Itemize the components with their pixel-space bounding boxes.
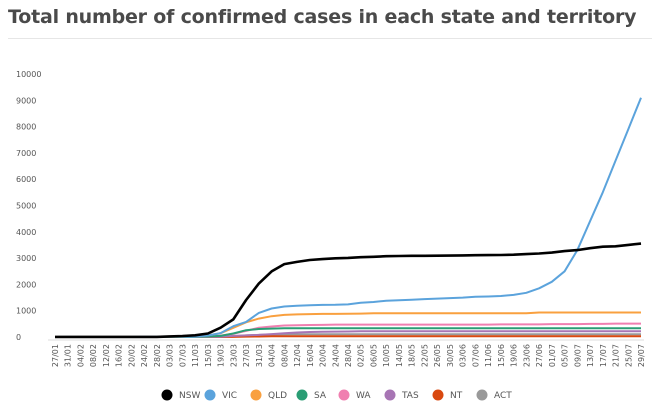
x-tick-label: 28/04	[344, 344, 353, 367]
x-tick-label: 02/05	[357, 344, 366, 367]
x-tick-label: 10/05	[382, 344, 391, 367]
x-tick-label: 01/07	[548, 344, 557, 367]
x-tick-label: 26/05	[433, 344, 442, 367]
legend-label-nt[interactable]: NT	[450, 391, 463, 401]
legend-label-tas[interactable]: TAS	[401, 391, 419, 401]
x-tick-label: 31/03	[255, 344, 264, 367]
x-tick-label: 14/05	[395, 344, 404, 367]
x-tick-label: 03/06	[459, 344, 468, 367]
x-tick-label: 16/02	[115, 344, 124, 367]
x-tick-label: 04/04	[268, 344, 277, 367]
legend-label-sa[interactable]: SA	[314, 391, 327, 401]
legend-marker-sa[interactable]	[296, 389, 308, 401]
legend-label-wa[interactable]: WA	[356, 391, 371, 401]
x-tick-label: 28/02	[153, 344, 162, 367]
x-tick-label: 11/06	[484, 344, 493, 367]
chart-title: Total number of confirmed cases in each …	[8, 6, 637, 28]
y-tick-label: 2000	[16, 280, 36, 289]
y-tick-label: 10000	[16, 70, 41, 79]
x-tick-label: 11/03	[191, 344, 200, 367]
y-tick-label: 5000	[16, 202, 36, 211]
x-tick-label: 19/03	[217, 344, 226, 367]
legend-label-nsw[interactable]: NSW	[179, 391, 200, 401]
x-tick-label: 08/04	[280, 344, 289, 367]
x-tick-label: 18/05	[408, 344, 417, 367]
x-tick-label: 07/03	[178, 344, 187, 367]
x-tick-label: 12/04	[293, 344, 302, 367]
y-tick-label: 7000	[16, 149, 36, 158]
x-tick-label: 04/02	[77, 344, 86, 367]
x-tick-label: 25/07	[624, 344, 633, 367]
x-tick-label: 06/05	[370, 344, 379, 367]
x-tick-label: 12/02	[102, 344, 111, 367]
x-tick-label: 20/02	[127, 344, 136, 367]
x-tick-label: 13/07	[586, 344, 595, 367]
x-tick-label: 30/05	[446, 344, 455, 367]
legend-label-act[interactable]: ACT	[494, 391, 512, 401]
y-tick-label: 0	[16, 333, 21, 342]
title-divider	[8, 38, 652, 39]
x-tick-label: 17/07	[599, 344, 608, 367]
y-tick-label: 3000	[16, 254, 36, 263]
legend-marker-tas[interactable]	[384, 389, 396, 401]
x-tick-label: 27/06	[535, 344, 544, 367]
x-tick-label: 24/02	[140, 344, 149, 367]
legend-label-vic[interactable]: VIC	[222, 391, 237, 401]
x-tick-label: 23/06	[522, 344, 531, 367]
x-tick-label: 27/03	[242, 344, 251, 367]
x-tick-label: 03/03	[166, 344, 175, 367]
legend-marker-qld[interactable]	[250, 389, 262, 401]
legend-marker-nt[interactable]	[432, 389, 444, 401]
x-tick-label: 29/07	[637, 344, 646, 367]
x-tick-label: 05/07	[561, 344, 570, 367]
y-tick-label: 9000	[16, 96, 36, 105]
x-tick-label: 22/05	[420, 344, 429, 367]
legend-marker-vic[interactable]	[204, 389, 216, 401]
x-tick-label: 21/07	[612, 344, 621, 367]
x-tick-label: 15/06	[497, 344, 506, 367]
x-tick-label: 08/02	[89, 344, 98, 367]
x-tick-label: 24/04	[331, 344, 340, 367]
series-line-nsw	[55, 242, 642, 339]
x-tick-label: 19/06	[510, 344, 519, 367]
x-tick-label: 09/07	[573, 344, 582, 367]
y-tick-label: 6000	[16, 175, 36, 184]
y-tick-label: 8000	[16, 123, 36, 132]
x-tick-label: 15/03	[204, 344, 213, 367]
legend-marker-act[interactable]	[476, 389, 488, 401]
x-tick-label: 16/04	[306, 344, 315, 367]
x-tick-label: 20/04	[319, 344, 328, 367]
x-tick-label: 31/01	[64, 344, 73, 367]
series-line-vic	[54, 97, 642, 338]
y-tick-label: 4000	[16, 228, 36, 237]
x-tick-label: 23/03	[229, 344, 238, 367]
legend-marker-wa[interactable]	[338, 389, 350, 401]
legend-label-qld[interactable]: QLD	[268, 391, 287, 401]
y-tick-label: 1000	[16, 307, 36, 316]
legend-marker-nsw[interactable]	[161, 389, 173, 401]
x-tick-label: 07/06	[471, 344, 480, 367]
x-tick-label: 27/01	[51, 344, 60, 367]
